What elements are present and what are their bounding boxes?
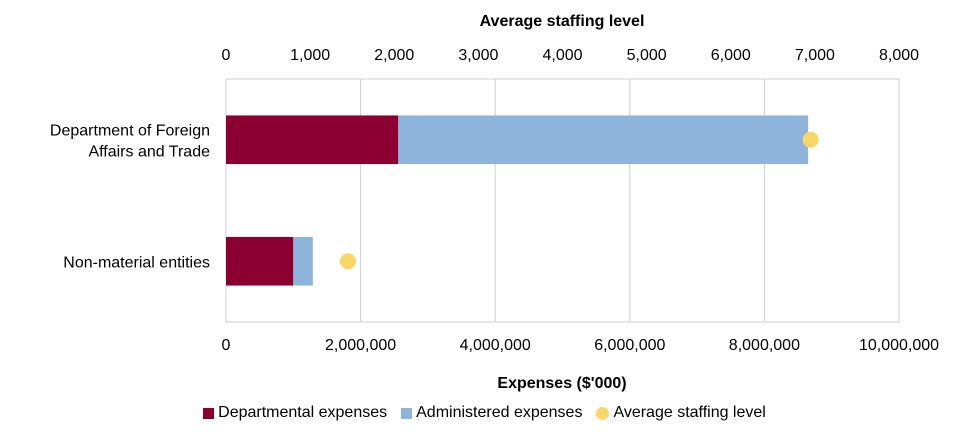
x-tick-label: 4,000,000 [460, 337, 531, 354]
bar-segment [226, 236, 294, 286]
x2-tick-label: 7,000 [795, 47, 835, 64]
legend-swatch-departmental [203, 407, 215, 419]
bars [226, 115, 809, 286]
x-tick-label: 6,000,000 [594, 337, 665, 354]
legend-label-departmental: Departmental expenses [218, 404, 388, 421]
x2-tick-label: 1,000 [290, 47, 330, 64]
staffing-markers [339, 131, 819, 270]
bottom-axis-title: Expenses ($'000) [497, 375, 626, 392]
x2-tick-label: 4,000 [542, 47, 582, 64]
chart: Average staffing level 0 1,000 2,000 3,000 4… [50, 13, 940, 392]
x2-tick-label: 2,000 [374, 47, 414, 64]
bar-segment [293, 236, 313, 286]
legend-item-departmental: Departmental expenses [203, 404, 387, 422]
category-labels: Department of Foreign Affairs and Trade No… [50, 122, 210, 271]
legend-item-administered: Administered expenses [401, 404, 582, 422]
bar-segment [226, 115, 399, 165]
legend-marker-staffing [596, 406, 610, 420]
top-axis-ticks: 0 1,000 2,000 3,000 4,000 5,000 6,000 7,000 8,00… [222, 47, 920, 64]
bottom-axis-ticks: 0 2,000,000 4,000,000 6,000,000 8,000,000 10,… [222, 337, 940, 354]
x2-tick-label: 6,000 [711, 47, 751, 64]
category-label: Department of Foreign [50, 122, 210, 139]
bar-segment [398, 115, 809, 165]
staffing-marker [802, 131, 819, 148]
legend-label-staffing: Average staffing level [613, 404, 766, 421]
x2-tick-label: 8,000 [879, 47, 919, 64]
x-tick-label: 2,000,000 [325, 337, 396, 354]
plot-area [225, 78, 900, 323]
x-tick-label: 0 [222, 337, 231, 354]
x2-tick-label: 0 [222, 47, 231, 64]
x2-tick-label: 3,000 [458, 47, 498, 64]
x2-tick-label: 5,000 [627, 47, 667, 64]
legend-label-administered: Administered expenses [416, 404, 583, 421]
category-label: Non-material entities [63, 254, 210, 271]
legend-swatch-administered [401, 407, 413, 419]
category-label: Affairs and Trade [88, 143, 210, 160]
legend: Departmental expenses Administered expen… [0, 404, 969, 422]
x-tick-label: 10,000,000 [859, 337, 939, 354]
x-tick-label: 8,000,000 [729, 337, 800, 354]
staffing-marker [339, 253, 356, 270]
top-axis-title: Average staffing level [480, 13, 645, 30]
legend-item-staffing: Average staffing level [596, 404, 766, 422]
